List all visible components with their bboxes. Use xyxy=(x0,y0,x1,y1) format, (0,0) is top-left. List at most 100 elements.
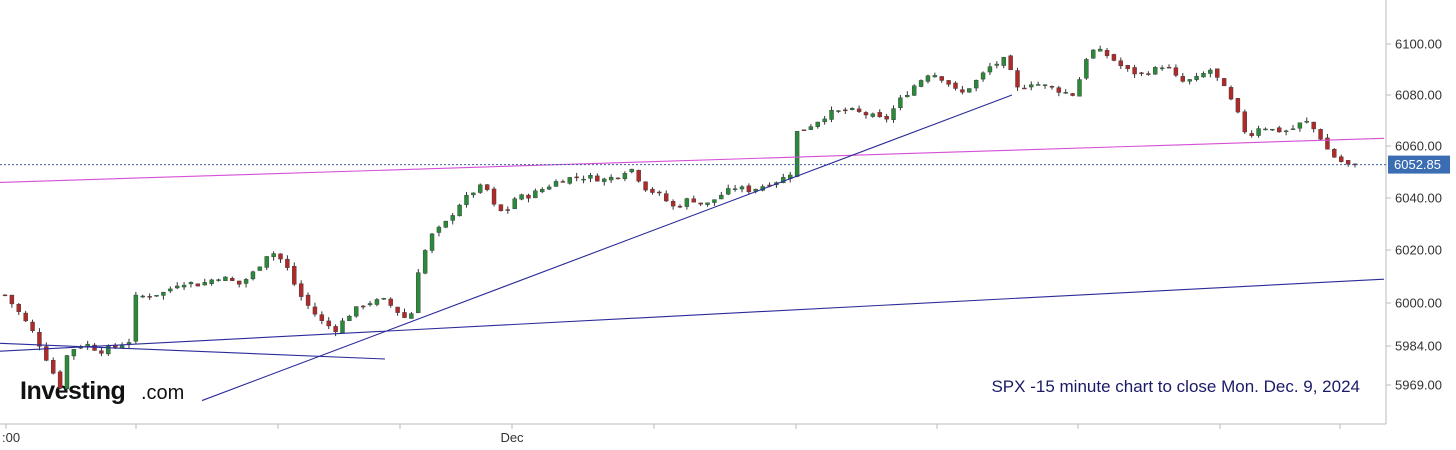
candle xyxy=(595,173,600,182)
candle-body-down xyxy=(884,116,889,120)
candle xyxy=(298,280,304,301)
candle-body-down xyxy=(44,346,49,361)
candle xyxy=(1042,84,1048,89)
candle xyxy=(1249,130,1254,138)
candle-body-down xyxy=(643,181,648,191)
candle xyxy=(788,171,793,183)
candle xyxy=(1049,85,1055,90)
candle xyxy=(540,187,545,194)
candle-body-down xyxy=(1111,54,1117,61)
candle-body-down xyxy=(650,188,655,193)
candle-body-up xyxy=(464,194,469,205)
candle-body-up xyxy=(1270,128,1275,131)
candle xyxy=(264,256,269,270)
candle-body-up xyxy=(608,176,614,181)
candle-body-up xyxy=(1297,122,1303,129)
y-tick-label: 6060.00 xyxy=(1395,139,1442,154)
candle xyxy=(1118,57,1124,70)
candle-body-up xyxy=(540,189,545,193)
candle-body-up xyxy=(264,256,269,268)
candle xyxy=(9,294,15,308)
candle xyxy=(1173,64,1179,78)
candle-body-up xyxy=(546,186,552,190)
candle-body-up xyxy=(450,215,455,221)
candle-body-up xyxy=(1077,79,1082,97)
candle xyxy=(932,72,938,78)
candle xyxy=(533,188,538,199)
candle xyxy=(739,185,745,193)
candle-body-down xyxy=(1332,148,1337,158)
candle xyxy=(911,84,917,97)
candle-body-up xyxy=(629,168,634,173)
candle xyxy=(1318,128,1323,141)
candle xyxy=(2,294,8,297)
candle-body-up xyxy=(553,181,559,187)
candle-body-down xyxy=(746,185,752,193)
candle-body-down xyxy=(1104,50,1110,56)
candle xyxy=(657,190,662,196)
candle-body-up xyxy=(588,175,593,179)
candle xyxy=(925,74,931,84)
candle xyxy=(1187,79,1192,85)
candle-body-down xyxy=(1125,65,1130,69)
candle-body-up xyxy=(243,279,249,284)
candle xyxy=(1263,127,1268,131)
candle xyxy=(946,80,951,87)
candle-body-up xyxy=(223,276,228,281)
candle-body-down xyxy=(388,298,393,306)
candle xyxy=(691,195,696,203)
candle xyxy=(202,278,207,286)
candle-body-down xyxy=(195,283,201,287)
candle xyxy=(374,298,380,307)
candle xyxy=(250,270,256,281)
candle xyxy=(1256,125,1261,138)
candle-body-up xyxy=(567,177,572,184)
candle-body-down xyxy=(691,198,696,203)
candle xyxy=(333,324,338,337)
candle xyxy=(994,61,1000,69)
candle xyxy=(422,249,428,275)
candle xyxy=(629,168,634,174)
candle-body-up xyxy=(684,198,690,207)
candle xyxy=(1056,85,1062,97)
candle xyxy=(1091,49,1096,59)
trendline-steep-blue-rising xyxy=(201,94,1013,402)
y-axis-ticks: 6100.00 6080.00 6060.00 6040.00 6020.00 6000.… xyxy=(1386,37,1442,393)
candle-body-up xyxy=(1159,67,1165,70)
candle xyxy=(1022,84,1027,90)
candle xyxy=(292,262,297,287)
candle-body-down xyxy=(147,296,152,298)
candle xyxy=(1139,71,1144,77)
candle xyxy=(1345,159,1351,167)
candle xyxy=(236,280,242,288)
candle xyxy=(553,179,559,187)
candle-body-up xyxy=(932,75,938,78)
trendlines-group xyxy=(0,94,1385,402)
candle xyxy=(243,277,249,288)
candle xyxy=(650,187,655,195)
investing-logo: Investing .com xyxy=(20,377,184,405)
candle-body-down xyxy=(1311,121,1316,130)
candle xyxy=(574,172,579,182)
x-tick-label: Dec xyxy=(500,430,524,445)
candle-body-up xyxy=(257,266,263,271)
candle xyxy=(326,317,331,330)
candle xyxy=(1208,68,1213,78)
candle-body-up xyxy=(188,282,194,285)
candle xyxy=(367,300,373,307)
candle-body-down xyxy=(402,312,407,318)
candle-body-up xyxy=(168,288,173,292)
candle xyxy=(1001,56,1006,69)
candle-body-up xyxy=(409,313,414,319)
candle-body-up xyxy=(71,349,77,357)
candle xyxy=(546,184,552,191)
candle-body-up xyxy=(119,345,125,349)
candle xyxy=(154,295,159,297)
candle-body-up xyxy=(726,188,731,195)
candle-body-up xyxy=(794,131,800,177)
candle xyxy=(1015,67,1020,91)
candle-body-up xyxy=(106,345,111,355)
candle xyxy=(23,310,28,322)
candle-body-up xyxy=(1290,128,1296,130)
